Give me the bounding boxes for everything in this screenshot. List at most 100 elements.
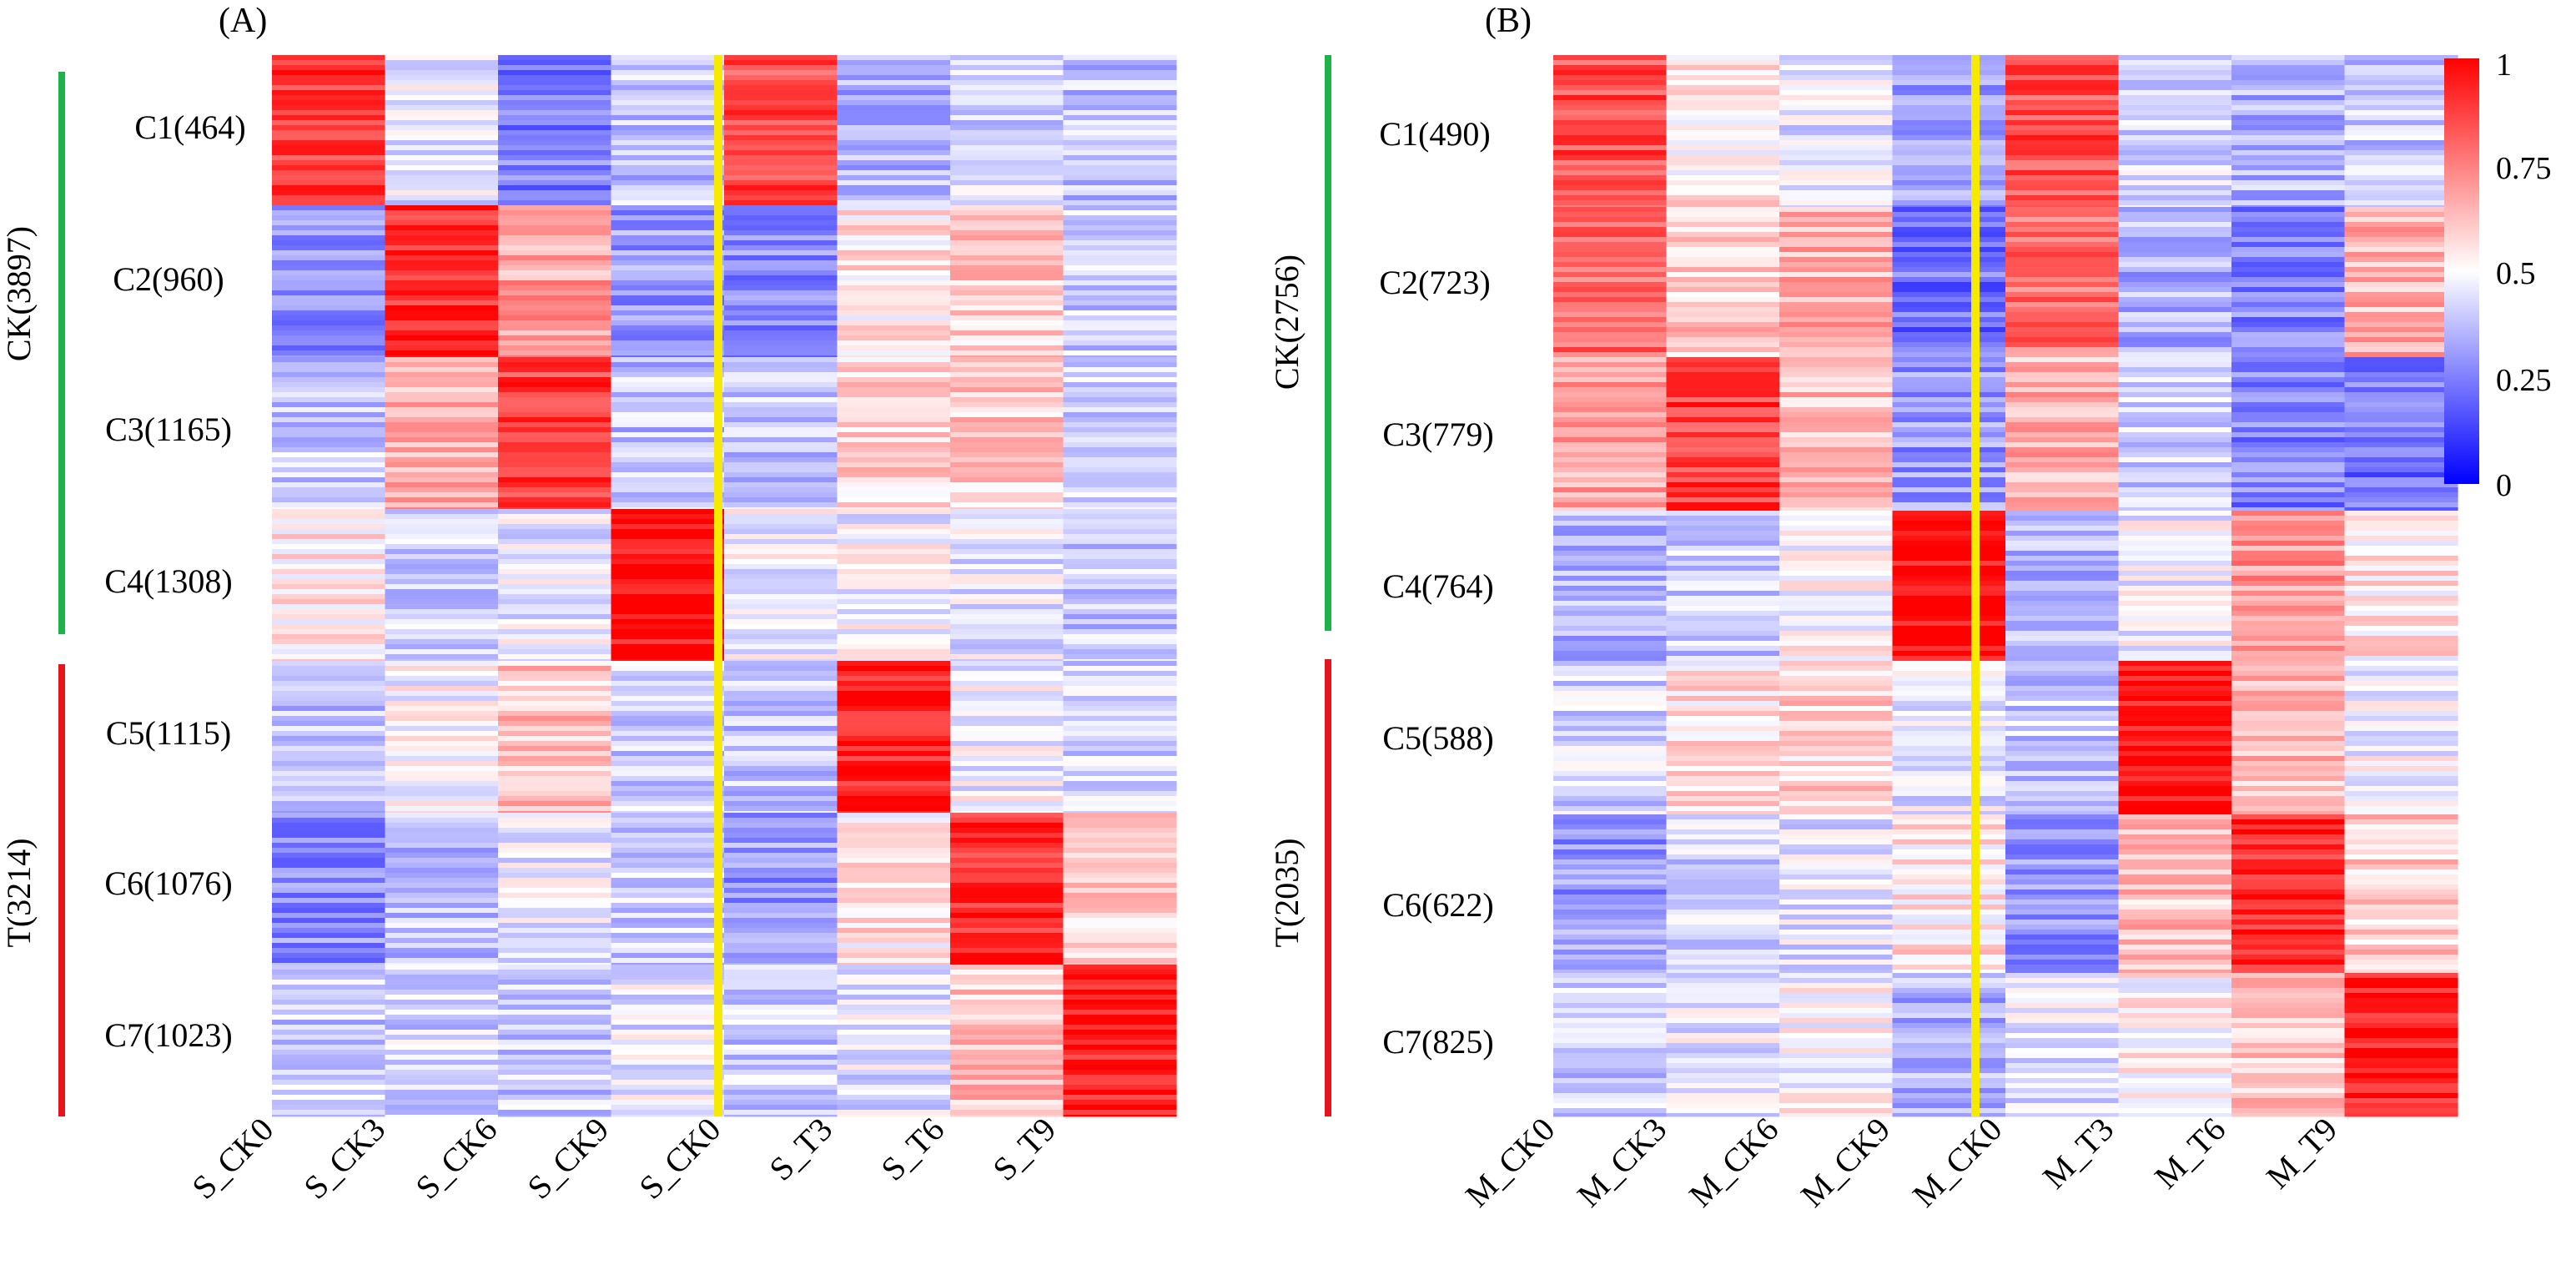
heatmap-cell	[272, 437, 386, 443]
heatmap-cell	[724, 766, 838, 772]
heatmap-cell	[1063, 604, 1177, 610]
heatmap-cell	[2344, 859, 2458, 865]
heatmap-cell	[2231, 905, 2346, 910]
heatmap-cell	[1779, 457, 1894, 463]
heatmap-cell	[2344, 282, 2458, 288]
heatmap-cell	[2231, 367, 2346, 373]
heatmap-cell	[2231, 277, 2346, 283]
heatmap-cell	[1553, 864, 1668, 870]
heatmap-cell	[1779, 175, 1894, 181]
heatmap-cell	[1666, 526, 1780, 532]
heatmap-cell	[1892, 312, 2006, 318]
heatmap-cell	[498, 980, 612, 985]
heatmap-cell	[950, 908, 1064, 914]
heatmap-cell	[1779, 427, 1894, 433]
heatmap-cell	[2005, 222, 2120, 228]
heatmap-cell	[2118, 681, 2232, 687]
heatmap-cell	[2005, 935, 2120, 940]
heatmap-cell	[272, 260, 386, 266]
heatmap-cell	[1779, 387, 1894, 393]
cluster-label: C5(1115)	[106, 714, 231, 752]
heatmap-cell	[1892, 507, 2006, 512]
heatmap-cell	[1779, 606, 1894, 612]
heatmap-cell	[1553, 551, 1668, 557]
heatmap-cell	[950, 442, 1064, 448]
heatmap-cell	[498, 205, 612, 211]
heatmap-cell	[1063, 716, 1177, 722]
heatmap-cell	[498, 970, 612, 975]
heatmap-cell	[1063, 497, 1177, 503]
heatmap-cell	[385, 325, 499, 331]
heatmap-cell	[2231, 571, 2346, 577]
heatmap-cell	[724, 195, 838, 201]
heatmap-cell	[724, 746, 838, 752]
heatmap-cell	[950, 594, 1064, 600]
heatmap-cell	[1779, 591, 1894, 597]
heatmap-cell	[2118, 791, 2232, 797]
heatmap-cell	[498, 691, 612, 697]
heatmap-cell	[2344, 1038, 2458, 1044]
heatmap-cell	[1553, 207, 1668, 213]
heatmap-cell	[1063, 1060, 1177, 1066]
heatmap-cell	[1892, 432, 2006, 438]
heatmap-cell	[498, 873, 612, 879]
heatmap-cell	[385, 649, 499, 655]
heatmap-cell	[950, 806, 1064, 812]
heatmap-cell	[724, 427, 838, 433]
heatmap-cell	[1779, 85, 1894, 91]
heatmap-cell	[1553, 70, 1668, 76]
heatmap-cell	[837, 387, 951, 393]
heatmap-cell	[2344, 955, 2458, 960]
heatmap-cell	[1666, 402, 1780, 408]
heatmap-cell	[1063, 85, 1177, 91]
heatmap-cell	[837, 833, 951, 839]
heatmap-cell	[2344, 889, 2458, 895]
heatmap-cell	[1063, 539, 1177, 545]
heatmap-cell	[1666, 452, 1780, 458]
heatmap-cell	[611, 923, 725, 929]
heatmap-cell	[1063, 220, 1177, 226]
heatmap-cell	[1063, 569, 1177, 575]
heatmap-cell	[1779, 502, 1894, 508]
heatmap-cell	[1063, 230, 1177, 236]
heatmap-cell	[611, 629, 725, 635]
heatmap-cell	[950, 150, 1064, 156]
heatmap-cell	[2118, 432, 2232, 438]
heatmap-cell	[2344, 447, 2458, 453]
heatmap-cell	[1553, 1028, 1668, 1034]
heatmap-cell	[1892, 322, 2006, 328]
heatmap-cell	[2005, 666, 2120, 672]
heatmap-cell	[1666, 531, 1780, 537]
heatmap-cell	[2118, 900, 2232, 905]
heatmap-cell	[2344, 691, 2458, 697]
heatmap-cell	[272, 335, 386, 341]
heatmap-cell	[2231, 811, 2346, 815]
heatmap-cell	[611, 200, 725, 206]
heatmap-cell	[611, 701, 725, 707]
heatmap-cell	[837, 529, 951, 535]
heatmap-cell	[1666, 541, 1780, 547]
heatmap-cell	[1063, 1035, 1177, 1041]
heatmap-cell	[498, 140, 612, 146]
heatmap-cell	[2005, 447, 2120, 453]
heatmap-cell	[498, 990, 612, 995]
heatmap-cell	[1553, 1083, 1668, 1089]
heatmap-cell	[385, 255, 499, 261]
heatmap-cell	[498, 614, 612, 620]
heatmap-cell	[498, 823, 612, 829]
heatmap-cell	[837, 781, 951, 787]
heatmap-cell	[1553, 736, 1668, 742]
heatmap-cell	[1779, 849, 1894, 855]
heatmap-cell	[1779, 671, 1894, 677]
heatmap-cell	[2231, 829, 2346, 835]
heatmap-cell	[837, 654, 951, 660]
heatmap-cell	[385, 514, 499, 520]
heatmap-cell	[724, 701, 838, 707]
heatmap-cell	[498, 310, 612, 316]
heatmap-cell	[1666, 257, 1780, 263]
heatmap-cell	[385, 367, 499, 373]
heatmap-cell	[950, 534, 1064, 540]
heatmap-cell	[2005, 955, 2120, 960]
heatmap-cell	[272, 539, 386, 545]
heatmap-cell	[2344, 611, 2458, 617]
